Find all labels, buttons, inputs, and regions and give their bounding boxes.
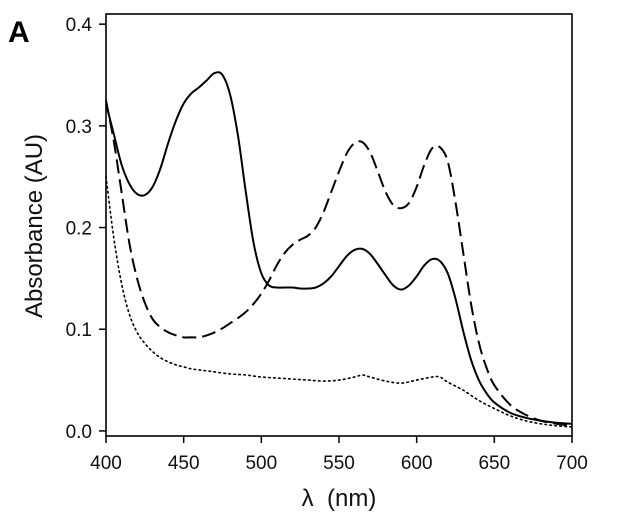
series-line-dashed (105, 100, 573, 427)
series-line-solid (105, 71, 573, 425)
plot-frame (105, 13, 573, 437)
series-layer (105, 71, 573, 428)
series-line-dotted (105, 175, 573, 428)
x-tick-label-700: 700 (556, 453, 588, 474)
y-tick-label-0.1: 0.1 (66, 320, 92, 341)
x-tick-label-550: 550 (323, 453, 355, 474)
y-tick-label-0.2: 0.2 (66, 219, 92, 240)
ticks-layer: 400 450 500 550 600 650 700 0.0 0.1 0.2 0.3 0.4 (66, 15, 588, 474)
x-tick-label-400: 400 (90, 453, 122, 474)
x-tick-label-650: 650 (478, 453, 510, 474)
x-tick-label-500: 500 (245, 453, 277, 474)
panel-label: A (8, 16, 30, 49)
y-axis-title: Absorbance (AU) (21, 134, 48, 318)
x-tick-label-450: 450 (168, 453, 200, 474)
x-axis-title: λ (nm) (302, 485, 377, 512)
y-tick-label-0: 0.0 (66, 422, 92, 443)
y-tick-label-0.3: 0.3 (66, 117, 92, 138)
x-tick-label-600: 600 (401, 453, 433, 474)
y-tick-label-0.4: 0.4 (66, 15, 93, 36)
